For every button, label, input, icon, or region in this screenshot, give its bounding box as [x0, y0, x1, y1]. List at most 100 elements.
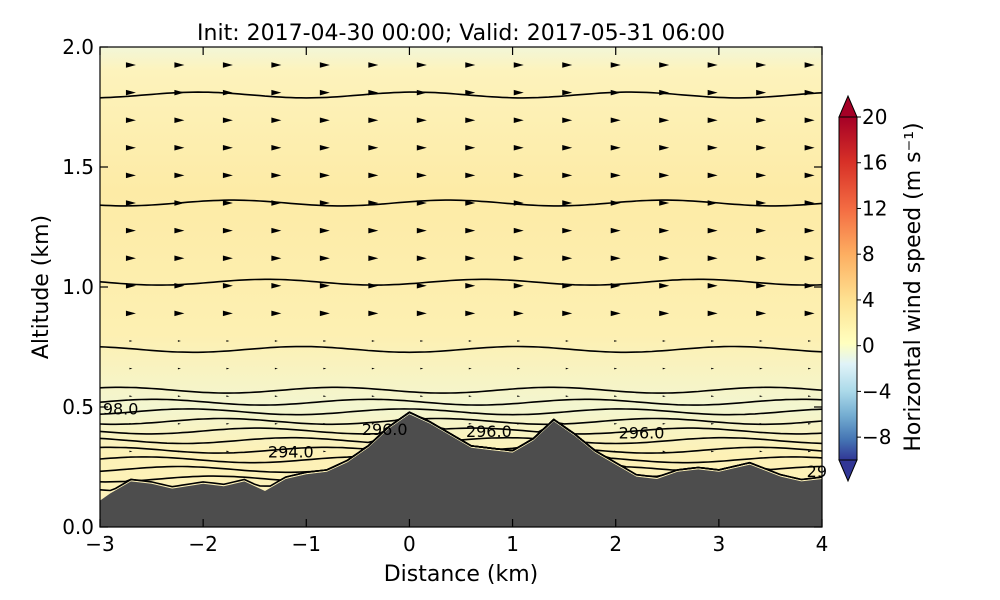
wind-vector	[416, 227, 427, 234]
wind-vector	[271, 310, 282, 317]
wind-vector	[465, 200, 476, 206]
wind-vector	[756, 283, 767, 289]
wind-vector	[804, 227, 815, 234]
wind-vector	[707, 89, 718, 96]
wind-vector	[707, 117, 718, 123]
contour-label: 98.0	[103, 399, 139, 418]
x-tick-label: 4	[816, 532, 829, 556]
wind-vector	[226, 450, 230, 453]
wind-vector	[610, 145, 621, 151]
wind-vector	[756, 255, 767, 261]
wind-vector	[610, 200, 621, 206]
isentrope-line	[100, 199, 822, 207]
wind-vector	[416, 89, 427, 96]
x-tick-label: 0	[403, 532, 416, 556]
wind-vector	[513, 145, 524, 151]
wind-vector	[177, 395, 181, 398]
wind-vector	[323, 395, 327, 398]
wind-vector	[129, 367, 133, 370]
wind-vector	[222, 227, 233, 234]
wind-vector	[614, 450, 618, 453]
wind-vector	[274, 395, 278, 398]
y-axis-label: Altitude (km)	[29, 215, 54, 359]
wind-vector	[368, 145, 379, 151]
wind-vector	[562, 172, 573, 179]
isentrope-line	[100, 408, 822, 416]
wind-vector	[177, 340, 181, 342]
wind-vector	[416, 255, 427, 261]
wind-vector	[711, 450, 715, 453]
wind-vector	[465, 89, 476, 96]
x-tick-label: −3	[85, 532, 114, 556]
wind-vector	[659, 172, 670, 179]
wind-vector	[319, 89, 330, 96]
wind-vector	[659, 283, 670, 289]
wind-vector	[274, 367, 278, 370]
wind-vector	[368, 117, 379, 123]
colorbar-tick-label: 12	[862, 196, 887, 220]
wind-vector	[420, 340, 424, 342]
wind-vector	[274, 422, 278, 425]
wind-vector	[513, 310, 524, 317]
wind-vector	[804, 200, 815, 206]
wind-vector	[222, 310, 233, 317]
wind-vector	[319, 62, 330, 68]
wind-vector	[226, 367, 230, 370]
wind-vector	[465, 255, 476, 261]
colorbar-tick-label: −4	[862, 379, 891, 403]
wind-vector	[125, 283, 136, 289]
wind-vector	[271, 117, 282, 123]
isentrope-line	[100, 411, 822, 445]
wind-vector	[614, 395, 618, 398]
wind-vector	[420, 367, 424, 370]
terrain-profile	[100, 414, 822, 527]
wind-vector	[707, 145, 718, 151]
wind-vector	[274, 450, 278, 453]
wind-vector	[174, 89, 185, 96]
x-axis: −3 −2 −1 0 1 2 3 4	[85, 47, 828, 556]
wind-vector	[517, 340, 521, 342]
wind-vector	[804, 62, 815, 68]
wind-vector	[808, 367, 812, 370]
colorbar-tick-label: 4	[862, 288, 875, 312]
wind-vector	[517, 395, 521, 398]
wind-vector	[319, 255, 330, 261]
wind-vector	[756, 172, 767, 179]
contour-label: 29	[807, 462, 827, 481]
wind-vector	[513, 255, 524, 261]
wind-vector	[610, 62, 621, 68]
wind-vector	[562, 255, 573, 261]
wind-vector	[804, 117, 815, 123]
wind-vector	[808, 395, 812, 398]
isentrope-line	[100, 278, 822, 286]
wind-vector	[614, 422, 618, 425]
wind-vector	[711, 340, 715, 342]
wind-vector	[271, 255, 282, 261]
isentrope-line	[100, 411, 822, 426]
wind-vector	[707, 310, 718, 317]
wind-vector	[562, 283, 573, 289]
wind-vector	[756, 227, 767, 234]
wind-vector	[562, 117, 573, 123]
wind-vector	[756, 310, 767, 317]
x-tick-label: 2	[609, 532, 622, 556]
wind-vector	[808, 340, 812, 342]
isentrope-lines	[100, 91, 822, 492]
wind-vector	[371, 422, 375, 425]
wind-vector	[319, 145, 330, 151]
x-axis-label: Distance (km)	[384, 562, 539, 587]
isentrope-line	[100, 398, 822, 406]
wind-vector	[808, 450, 812, 453]
wind-vector	[174, 283, 185, 289]
wind-vector	[756, 62, 767, 68]
wind-vector	[465, 227, 476, 234]
wind-vector	[610, 310, 621, 317]
wind-vector	[465, 145, 476, 151]
wind-vector	[804, 89, 815, 96]
wind-vector	[222, 62, 233, 68]
wind-vector	[368, 62, 379, 68]
wind-vector	[416, 62, 427, 68]
wind-vector	[274, 340, 278, 342]
wind-vector	[610, 227, 621, 234]
wind-vector	[662, 367, 666, 370]
